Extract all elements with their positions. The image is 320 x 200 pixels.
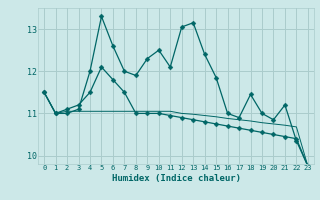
- X-axis label: Humidex (Indice chaleur): Humidex (Indice chaleur): [111, 174, 241, 183]
